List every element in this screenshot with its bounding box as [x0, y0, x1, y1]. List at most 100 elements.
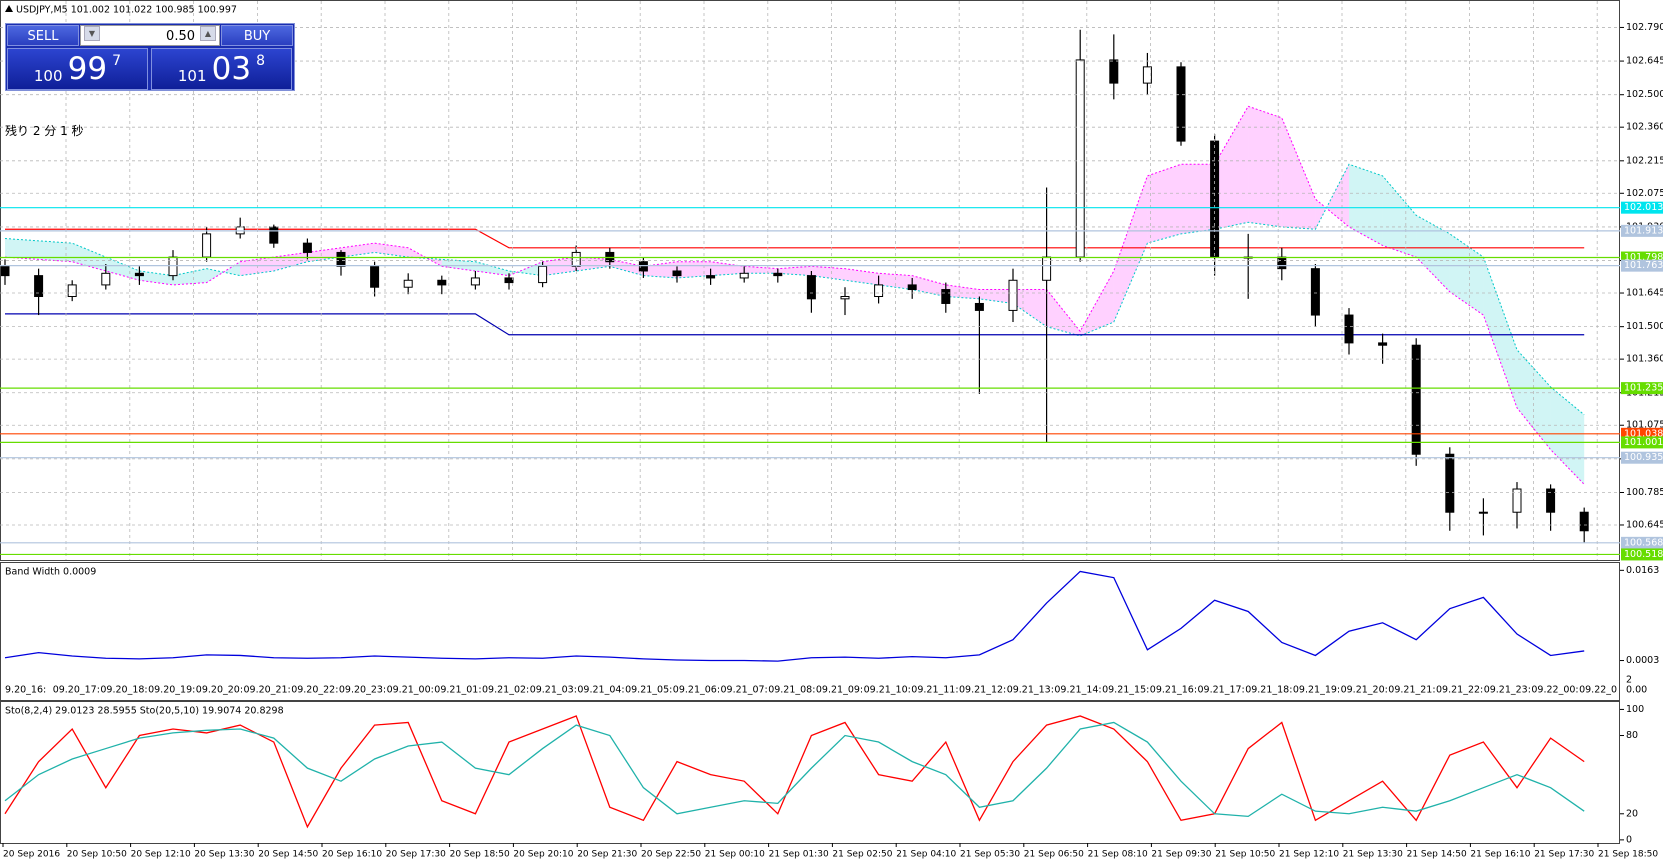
channel-line: [5, 228, 1585, 249]
x-tick-label: 21 Sep 17:30: [1534, 850, 1594, 860]
cloud-segment: [1013, 289, 1047, 327]
sell-button[interactable]: SELL: [7, 25, 79, 46]
x-tick-label: 21 Sep 09:30: [1151, 850, 1211, 860]
cloud-segment: [979, 289, 1013, 304]
cloud-segment: [1315, 164, 1349, 230]
panel-time-label: 09.21_13:: [1007, 685, 1054, 696]
x-tick-label: 21 Sep 13:30: [1343, 850, 1403, 860]
panel-title: USDJPY,M5 101.002 101.022 100.985 100.99…: [16, 5, 237, 16]
cloud-segment: [38, 240, 73, 262]
candle-body: [1109, 59, 1119, 84]
cloud-segment: [878, 273, 913, 290]
lot-size-field[interactable]: 0.50: [80, 25, 220, 46]
level-label-box: [1621, 224, 1663, 237]
candle-body: [470, 277, 480, 286]
buy-button[interactable]: BUY: [221, 25, 293, 46]
cloud-segment: [273, 252, 308, 271]
candle-body: [134, 272, 144, 277]
candle-body: [168, 256, 178, 277]
x-tick-label: 20 Sep 13:30: [194, 850, 254, 860]
candle-body: [202, 233, 212, 258]
bid-price[interactable]: 100 99 7: [7, 48, 148, 90]
y-tick-label: 102.645: [1626, 56, 1663, 67]
ask-main: 03: [211, 51, 252, 87]
candle-body: [1512, 488, 1522, 513]
y-tick-label: 102.360: [1626, 122, 1663, 133]
panel-time-label: 09.21_05:: [625, 685, 672, 696]
candle-body: [370, 265, 380, 288]
y-tick-label: 101.645: [1626, 288, 1663, 299]
panel-time-label: 09.21_17:: [1198, 685, 1245, 696]
x-tick-label: 21 Sep 10:50: [1215, 850, 1275, 860]
candle-body: [1378, 342, 1388, 346]
one-click-trading-panel: SELL 0.50 ▼ ▲ BUY 100 99 7 101 03 8: [5, 23, 295, 91]
x-tick-label: 21 Sep 14:50: [1407, 850, 1467, 860]
panel-time-label: 09.21_15:: [1102, 685, 1149, 696]
ask-pip: 8: [256, 53, 266, 69]
panel-time-label: 09.21_22:: [1436, 685, 1483, 696]
cloud-segment: [1214, 106, 1249, 230]
lot-increase[interactable]: ▲: [200, 26, 216, 41]
candle-body: [302, 242, 312, 253]
candle-body: [101, 272, 111, 286]
ask-price[interactable]: 101 03 8: [151, 48, 292, 90]
level-label: 101.763: [1624, 260, 1663, 271]
candle-body: [672, 270, 682, 277]
cloud-segment: [945, 284, 980, 299]
panel-time-label: 09.21_07:: [721, 685, 768, 696]
candle-body: [67, 284, 77, 298]
panel-time-label: 09.21_11:: [911, 685, 958, 696]
cloud-segment: [1248, 106, 1282, 227]
panel-time-label: 09.21_16:: [1150, 685, 1197, 696]
cloud-segment: [1483, 257, 1517, 408]
cloud-segment: [1416, 215, 1450, 292]
candle-body: [1176, 66, 1186, 142]
level-label-box: [1621, 548, 1663, 561]
panel-time-label: 09.20_23:: [339, 685, 386, 696]
cloud-segment: [1281, 117, 1316, 230]
panel-time-label: 09.21_04:: [577, 685, 624, 696]
cloud-segment: [1550, 386, 1585, 485]
candle-body: [1344, 314, 1354, 344]
indicator-line: [4, 715, 1585, 829]
cloud-span-line: [4, 105, 1585, 485]
bid-main: 99: [67, 51, 108, 87]
panel-time-label: 09.21_02:: [482, 685, 529, 696]
candle-body: [34, 275, 44, 298]
panel-time-label: 09.21_01:: [434, 685, 481, 696]
y-tick-label: 100.645: [1626, 519, 1663, 530]
panel-time-label: 09.21_20:: [1341, 685, 1388, 696]
panel-time-label: 9.20_16:: [5, 685, 46, 696]
panel-time-label: 09.21_23:: [1484, 685, 1531, 696]
x-tick-label: 20 Sep 18:50: [450, 850, 510, 860]
cloud-segment: [777, 266, 812, 276]
cloud-segment: [475, 261, 509, 276]
level-label-box: [1621, 436, 1663, 449]
cloud-segment: [341, 243, 375, 258]
cloud-segment: [307, 247, 341, 262]
level-label: 101.001: [1624, 437, 1663, 448]
candle-body: [336, 251, 346, 267]
y-tick-label: 102.500: [1626, 89, 1663, 100]
panel-time-label: 09.20_22:: [291, 685, 338, 696]
panel-time-label: 09.21_12:: [959, 685, 1006, 696]
panel-frame: [0, 701, 1620, 844]
x-tick-label: 21 Sep 04:10: [896, 850, 956, 860]
cloud-segment: [1113, 175, 1148, 323]
candle-body: [907, 284, 917, 291]
y-tick-label: 100.785: [1626, 487, 1663, 498]
x-tick-label: 21 Sep 18:50: [1598, 850, 1658, 860]
cloud-segment: [1046, 289, 1081, 336]
panel-time-label: 09.20_20:: [196, 685, 243, 696]
lot-decrease[interactable]: ▼: [84, 26, 100, 41]
candle-body: [269, 226, 279, 244]
panel-frame: [0, 562, 1620, 701]
panel-time-label: 09.21_08:: [768, 685, 815, 696]
level-label: 101.913: [1624, 225, 1663, 236]
cloud-segment: [139, 270, 173, 285]
candle-body: [806, 275, 816, 300]
cloud-segment: [1080, 270, 1114, 336]
x-tick-label: 20 Sep 14:50: [258, 850, 318, 860]
candle-body: [1478, 511, 1488, 514]
